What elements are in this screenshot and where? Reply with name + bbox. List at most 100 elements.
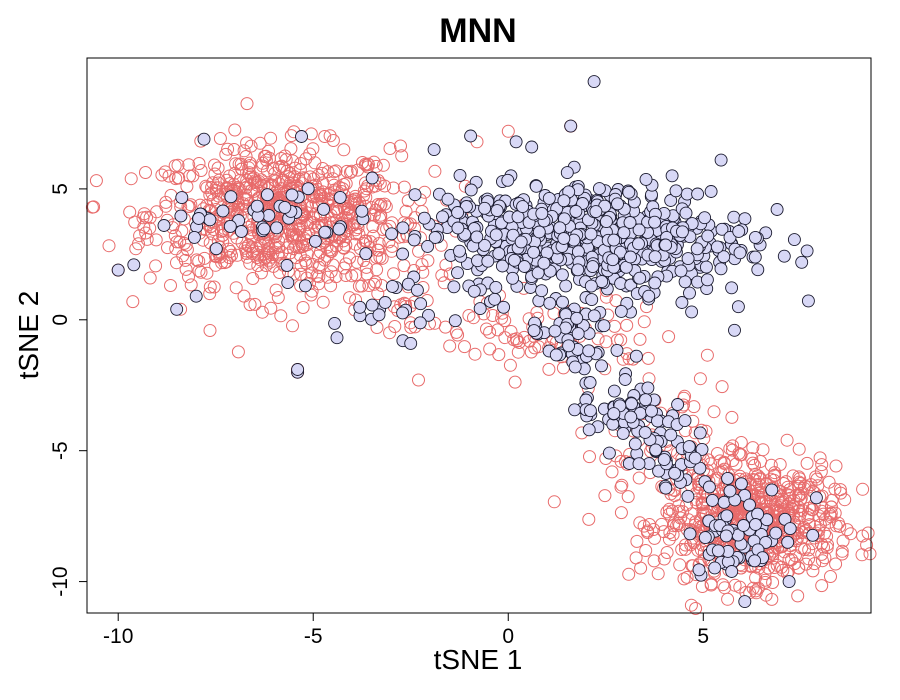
data-point xyxy=(782,497,796,511)
data-point xyxy=(448,314,462,328)
data-point xyxy=(277,161,291,175)
data-point xyxy=(611,197,624,211)
data-point xyxy=(451,266,464,280)
data-point xyxy=(599,335,613,349)
data-point xyxy=(168,159,182,173)
data-point xyxy=(203,213,217,227)
data-point xyxy=(571,263,585,277)
data-point xyxy=(555,268,569,282)
data-point xyxy=(305,266,319,280)
data-point xyxy=(780,433,794,447)
data-point xyxy=(355,204,369,218)
data-point xyxy=(203,280,217,294)
data-point xyxy=(275,159,289,173)
data-point xyxy=(182,158,196,172)
data-point xyxy=(376,158,390,172)
data-point xyxy=(733,246,747,260)
data-point xyxy=(657,525,671,539)
data-point xyxy=(473,302,487,316)
data-point xyxy=(617,226,631,240)
data-point xyxy=(414,297,428,311)
data-point xyxy=(244,139,258,153)
data-point xyxy=(262,144,275,158)
data-point xyxy=(732,224,746,238)
data-point xyxy=(287,267,301,281)
data-point xyxy=(659,238,673,252)
data-point xyxy=(700,273,714,287)
data-point xyxy=(624,410,638,424)
data-point xyxy=(568,360,582,374)
data-point xyxy=(556,295,569,309)
data-point xyxy=(236,197,250,211)
data-point xyxy=(681,489,695,503)
data-point xyxy=(254,266,268,280)
data-point xyxy=(647,554,661,568)
data-point xyxy=(294,157,308,170)
data-point xyxy=(639,172,653,186)
data-point xyxy=(829,459,843,473)
data-point xyxy=(170,235,184,249)
data-point xyxy=(139,166,152,179)
data-point xyxy=(251,248,265,262)
data-point xyxy=(684,598,698,612)
data-point xyxy=(451,221,465,235)
data-point xyxy=(396,306,410,320)
data-point xyxy=(659,481,673,495)
data-point xyxy=(630,534,644,548)
data-point xyxy=(620,318,634,332)
data-point xyxy=(349,227,362,241)
data-point xyxy=(510,332,524,346)
data-point xyxy=(592,182,606,196)
data-point xyxy=(371,243,385,257)
data-point xyxy=(614,304,628,318)
data-point xyxy=(629,349,643,363)
data-point xyxy=(436,210,449,224)
data-point xyxy=(326,134,340,147)
data-point xyxy=(378,296,392,309)
data-point xyxy=(535,206,549,220)
data-point xyxy=(410,283,424,297)
data-point xyxy=(514,235,528,249)
data-point xyxy=(794,491,808,505)
data-point xyxy=(234,157,248,171)
data-point xyxy=(792,489,806,503)
data-point xyxy=(559,279,573,293)
data-point xyxy=(657,552,671,566)
y-axis: -10 -5 0 5 xyxy=(49,183,88,597)
data-point xyxy=(428,231,442,244)
data-point xyxy=(492,348,506,362)
data-point xyxy=(606,253,620,267)
data-point xyxy=(246,244,260,258)
data-point xyxy=(707,405,721,419)
data-point xyxy=(840,523,854,537)
data-point xyxy=(700,348,714,362)
data-point xyxy=(481,254,495,268)
data-point xyxy=(638,426,652,439)
data-point xyxy=(766,576,780,589)
data-point xyxy=(673,558,687,572)
data-point xyxy=(87,200,101,214)
data-point xyxy=(315,166,329,180)
points-layer xyxy=(85,75,877,615)
data-point xyxy=(645,404,658,418)
data-point xyxy=(143,271,157,285)
data-point xyxy=(585,293,599,307)
data-point xyxy=(674,264,688,278)
data-point xyxy=(285,188,299,202)
data-point xyxy=(844,527,858,541)
data-point xyxy=(404,336,418,350)
data-point xyxy=(529,179,543,193)
data-point xyxy=(413,316,427,330)
data-point xyxy=(251,259,265,273)
data-point xyxy=(681,252,695,266)
data-point xyxy=(738,595,752,609)
data-point xyxy=(399,204,413,218)
data-point xyxy=(728,578,742,592)
data-point xyxy=(787,233,801,247)
data-point xyxy=(517,260,531,273)
data-point xyxy=(291,363,305,376)
data-point xyxy=(250,199,264,213)
data-point xyxy=(346,198,360,211)
data-point xyxy=(180,180,194,193)
data-point xyxy=(723,484,737,498)
